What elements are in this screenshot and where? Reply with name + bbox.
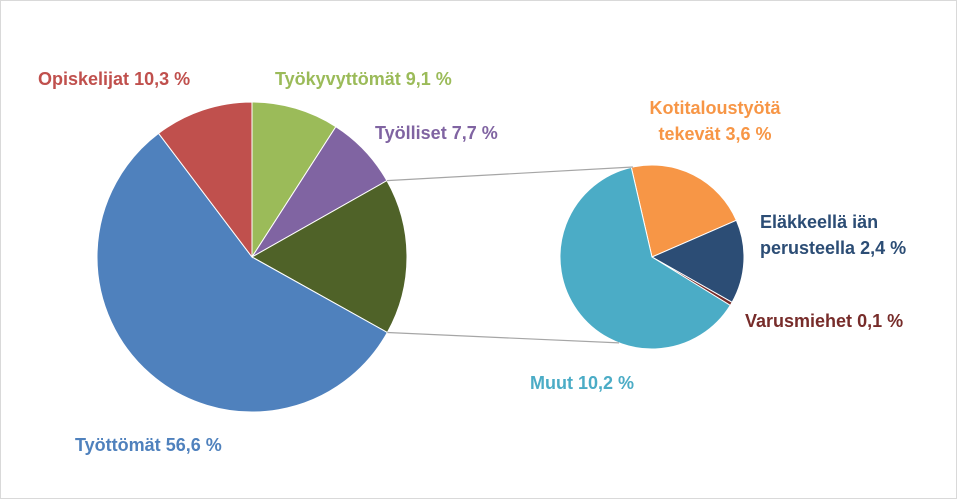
data-label: Kotitaloustyötä tekevät 3,6 % <box>635 95 795 147</box>
value-label: 0,1 % <box>857 311 904 331</box>
connector-line <box>387 331 620 344</box>
pie-slice <box>650 219 745 304</box>
connector-line <box>386 166 633 182</box>
value-label: 10,2 % <box>578 373 635 393</box>
value-label: 7,7 % <box>451 123 498 143</box>
data-label: Varusmiehet 0,1 % <box>745 308 903 334</box>
pie-slice <box>157 101 253 259</box>
data-label: Eläkkeellä iän perusteella 2,4 % <box>760 209 950 261</box>
data-label: Opiskelijat 10,3 % <box>38 66 190 92</box>
data-label: Muut 10,2 % <box>530 370 634 396</box>
pie-slice <box>559 166 731 350</box>
value-label: 2,4 % <box>860 238 907 258</box>
value-label: 10,3 % <box>134 69 191 89</box>
category-label: Varusmiehet <box>745 311 853 331</box>
category-label: Opiskelijat <box>38 69 130 89</box>
category-label: Muut <box>530 373 573 393</box>
category-label: Työkyvyttömät <box>275 69 401 89</box>
value-label: 56,6 % <box>165 435 222 455</box>
pie-slice <box>250 179 408 334</box>
data-label: Työkyvyttömät 9,1 % <box>275 66 452 92</box>
category-label: Työttömät <box>75 435 161 455</box>
data-label: Työlliset 7,7 % <box>375 120 498 146</box>
category-label: Kotitaloustyötä tekevät <box>649 98 781 144</box>
value-label: 9,1 % <box>405 69 452 89</box>
pie-slice <box>96 132 389 413</box>
pie-slice <box>630 164 738 258</box>
category-label: Eläkkeellä iän perusteella <box>760 212 879 258</box>
pie-slice <box>251 101 337 259</box>
value-label: 3,6 % <box>725 124 772 144</box>
data-label: Työttömät 56,6 % <box>75 432 222 458</box>
category-label: Työlliset <box>375 123 447 143</box>
